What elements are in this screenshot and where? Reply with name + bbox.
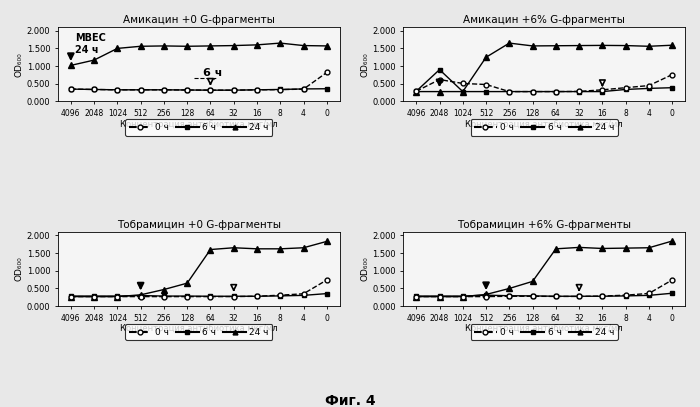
- Title: Амикацин +0 G-фрагменты: Амикацин +0 G-фрагменты: [123, 15, 274, 25]
- Y-axis label: OD₆₀₀: OD₆₀₀: [15, 257, 24, 281]
- Title: Тобрамицин +0 G-фрагменты: Тобрамицин +0 G-фрагменты: [117, 220, 281, 230]
- Legend: 0 ч, 6 ч, 24 ч: 0 ч, 6 ч, 24 ч: [125, 119, 272, 136]
- Y-axis label: OD₆₀₀: OD₆₀₀: [360, 52, 370, 77]
- Legend: 0 ч, 6 ч, 24 ч: 0 ч, 6 ч, 24 ч: [470, 119, 618, 136]
- X-axis label: Концентрация антибиотика мкг/мл: Концентрация антибиотика мкг/мл: [120, 120, 278, 129]
- Legend: 0 ч, 6 ч, 24 ч: 0 ч, 6 ч, 24 ч: [125, 324, 272, 340]
- Legend: 0 ч, 6 ч, 24 ч: 0 ч, 6 ч, 24 ч: [470, 324, 618, 340]
- X-axis label: Концентрация антибиотика мкг/мл: Концентрация антибиотика мкг/мл: [466, 120, 623, 129]
- Text: МВЕС
24 ч: МВЕС 24 ч: [76, 33, 106, 55]
- Title: Амикацин +6% G-фрагменты: Амикацин +6% G-фрагменты: [463, 15, 625, 25]
- Text: Фиг. 4: Фиг. 4: [325, 394, 375, 407]
- Y-axis label: OD₆₀₀: OD₆₀₀: [360, 257, 370, 281]
- X-axis label: Концентрация антибиотика мкг/мл: Концентрация антибиотика мкг/мл: [466, 324, 623, 333]
- Title: Тобрамицин +6% G-фрагменты: Тобрамицин +6% G-фрагменты: [457, 220, 631, 230]
- Text: 6 ч: 6 ч: [204, 68, 223, 78]
- X-axis label: Концентрация антибиотика мкг/мл: Концентрация антибиотика мкг/мл: [120, 324, 278, 333]
- Y-axis label: OD₆₀₀: OD₆₀₀: [15, 52, 24, 77]
